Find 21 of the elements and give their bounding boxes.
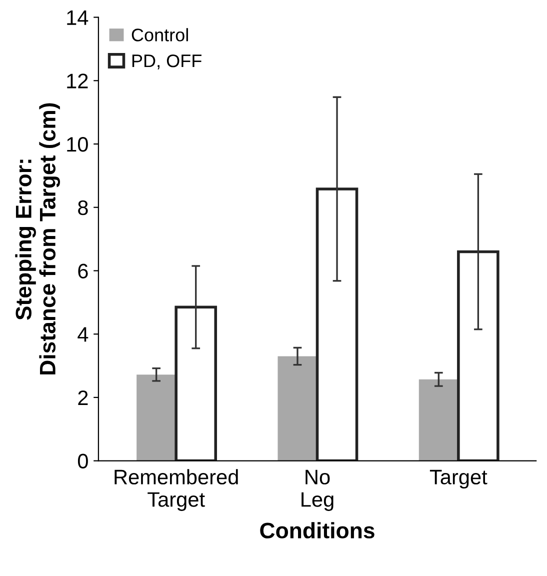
y-tick-label: 8 bbox=[78, 200, 88, 216]
y-tick-label: 6 bbox=[78, 264, 88, 278]
legend-label: Control bbox=[132, 28, 188, 42]
x-axis-title: Conditions bbox=[260, 522, 374, 538]
bar bbox=[174, 306, 218, 461]
bar bbox=[278, 356, 318, 461]
y-tick-label: 10 bbox=[67, 137, 88, 152]
bar bbox=[316, 188, 358, 461]
bar bbox=[136, 374, 176, 461]
y-tick-label: 0 bbox=[78, 454, 88, 469]
y-tick-label: 2 bbox=[78, 390, 88, 405]
x-tick-label: Target bbox=[430, 470, 488, 489]
y-tick-label: 4 bbox=[78, 327, 88, 342]
y-tick-label: 12 bbox=[67, 74, 88, 88]
x-tick-label: Remembered Target bbox=[114, 469, 238, 511]
bar bbox=[418, 379, 458, 461]
y-tick-label: 14 bbox=[67, 10, 88, 25]
y-axis-title: Stepping Error: Distance from Target (cm) bbox=[15, 103, 60, 374]
bar bbox=[457, 250, 500, 461]
legend-label: PD, OFF bbox=[132, 54, 202, 70]
x-tick-label: No Leg bbox=[302, 470, 334, 511]
